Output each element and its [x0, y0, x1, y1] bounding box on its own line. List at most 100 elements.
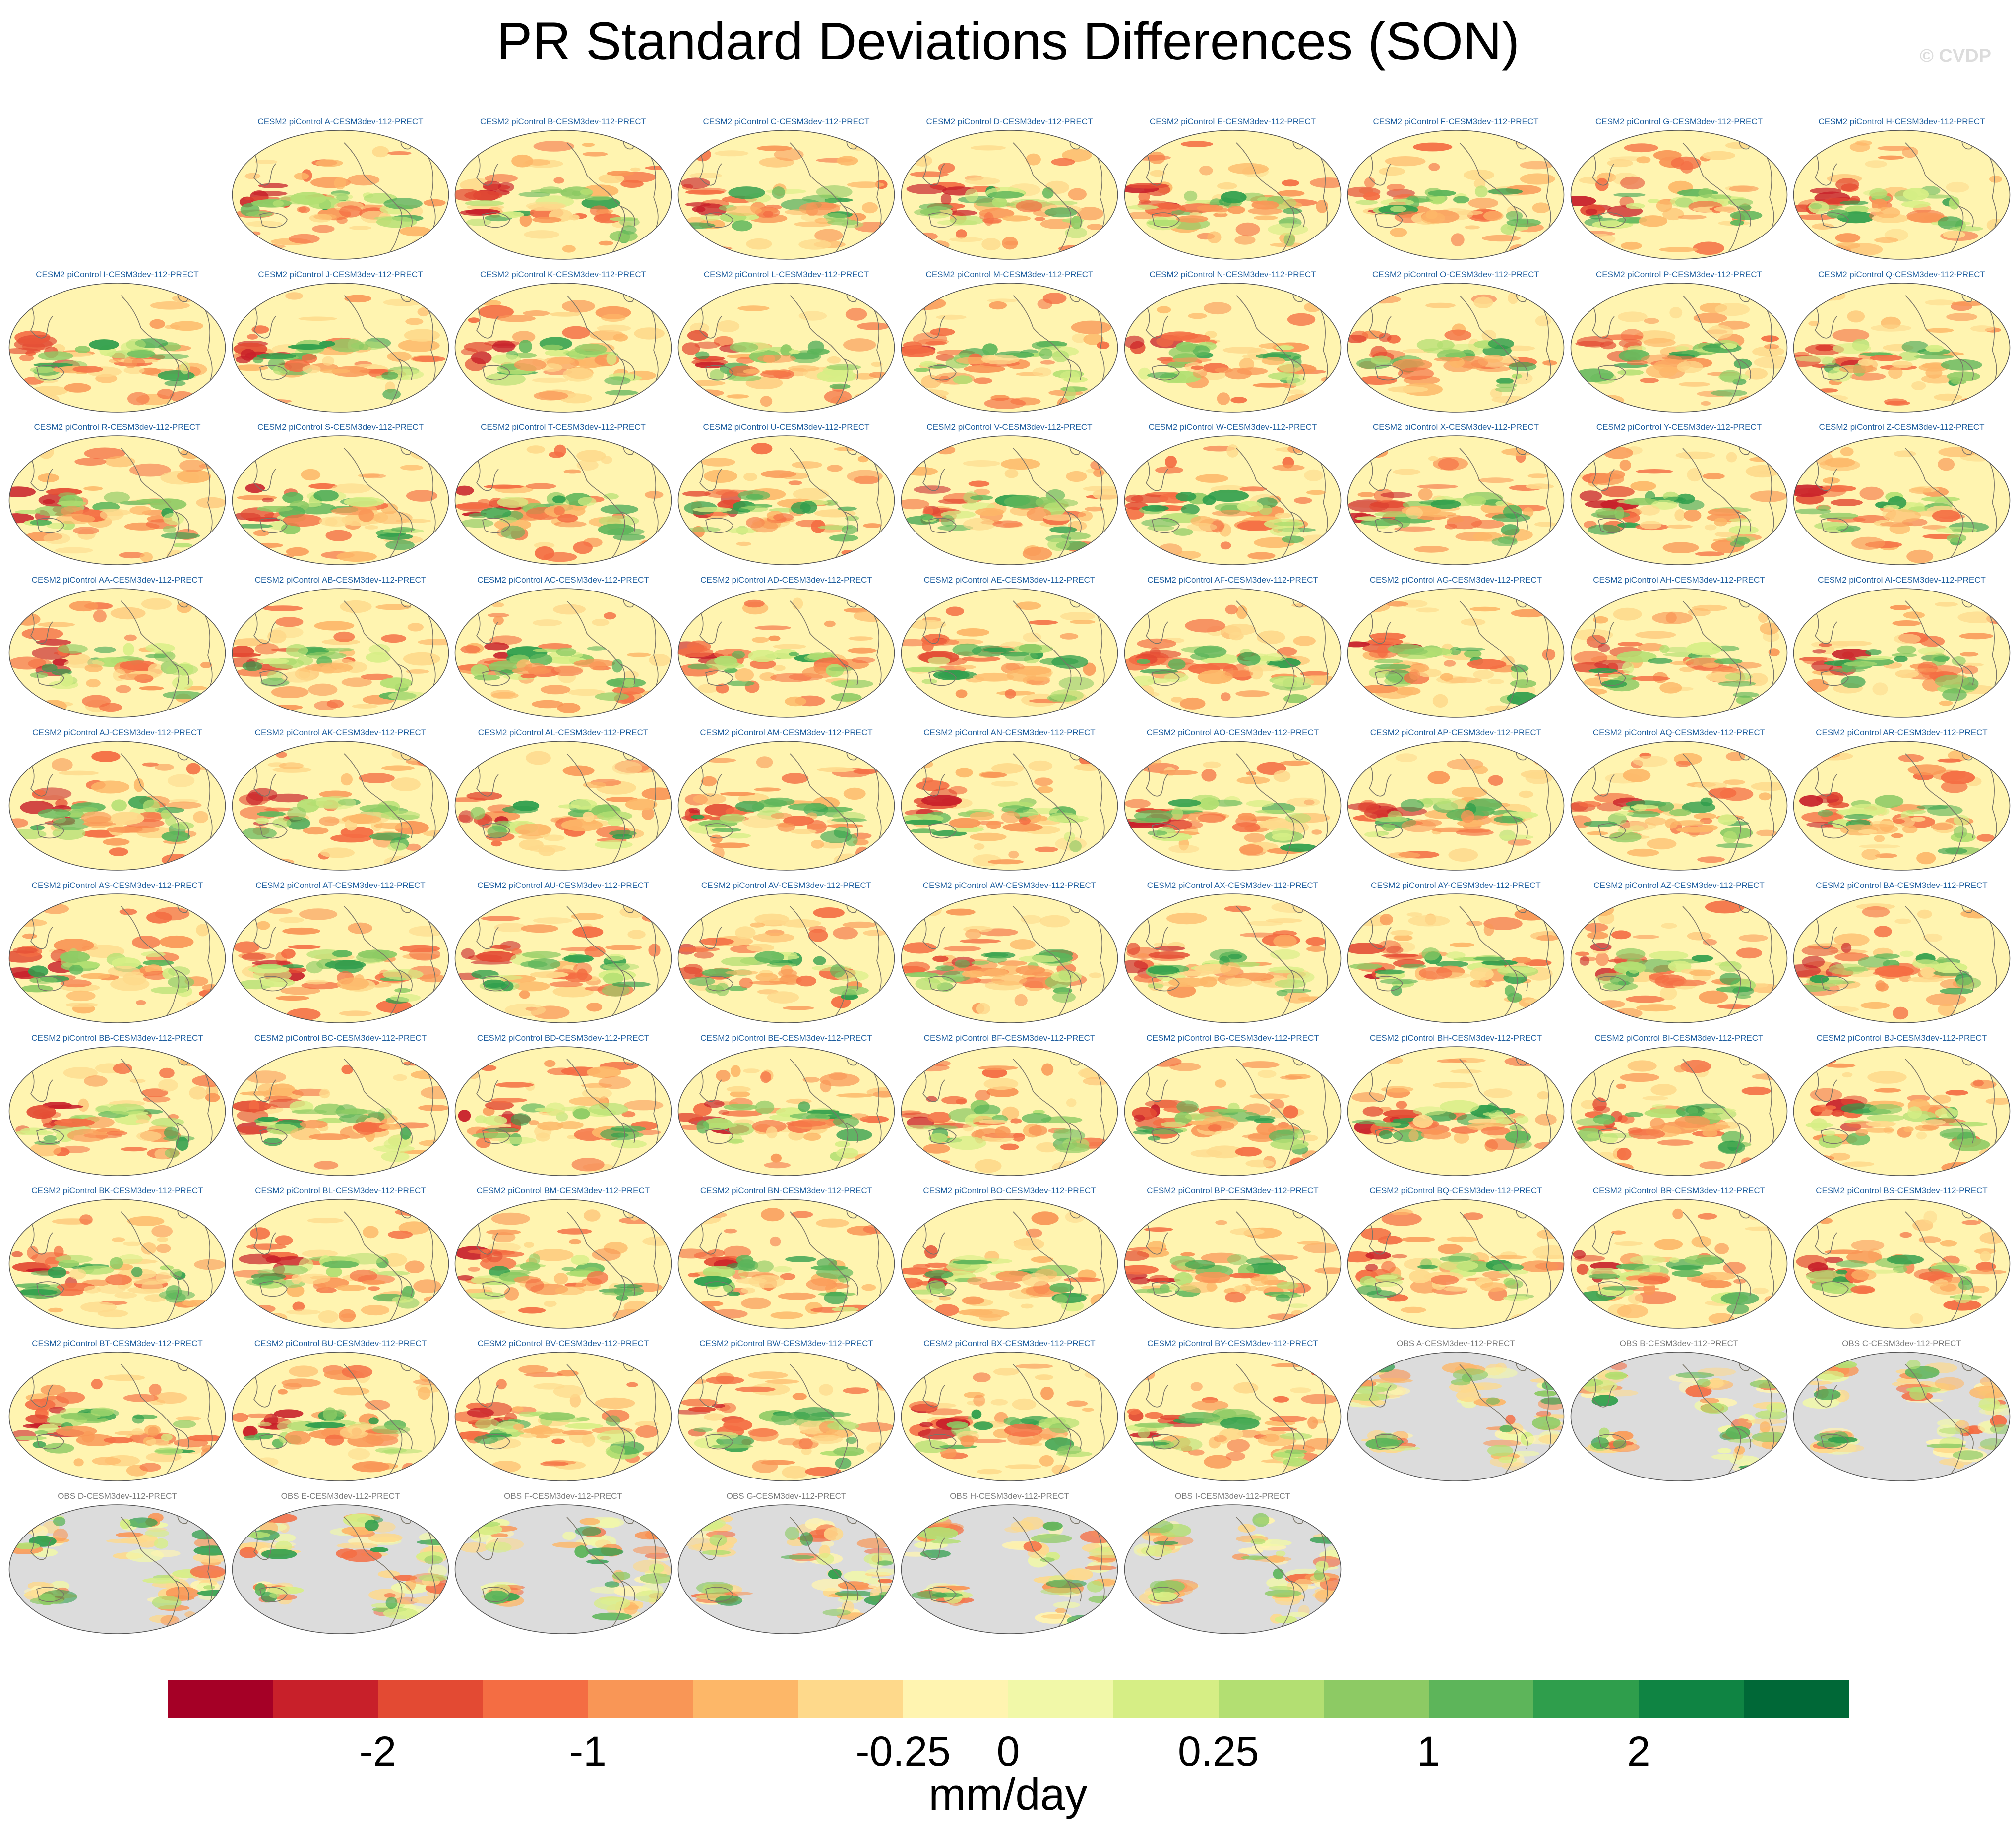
- colorbar-bin: [693, 1680, 798, 1718]
- robinson-map: [232, 283, 449, 413]
- panel-title: OBS A-CESM3dev-112-PRECT: [1397, 1339, 1515, 1348]
- map-panel: CESM2 piControl AG-CESM3dev-112-PRECT: [1345, 575, 1566, 729]
- robinson-map: [1570, 1199, 1788, 1329]
- colorbar-bin: [1744, 1680, 1849, 1718]
- robinson-map: [901, 435, 1118, 565]
- panel-title: CESM2 piControl AA-CESM3dev-112-PRECT: [31, 575, 203, 585]
- panel-title: CESM2 piControl BP-CESM3dev-112-PRECT: [1147, 1186, 1319, 1195]
- map-panel: CESM2 piControl BK-CESM3dev-112-PRECT: [7, 1186, 228, 1340]
- map-panel: CESM2 piControl BB-CESM3dev-112-PRECT: [7, 1033, 228, 1187]
- robinson-map: [901, 588, 1118, 718]
- panel-title: CESM2 piControl E-CESM3dev-112-PRECT: [1149, 117, 1316, 126]
- robinson-map: [1570, 893, 1788, 1023]
- map-panel: CESM2 piControl W-CESM3dev-112-PRECT: [1122, 422, 1343, 576]
- robinson-map: [1347, 1352, 1565, 1481]
- robinson-map: [1347, 588, 1565, 718]
- map-panel: CESM2 piControl X-CESM3dev-112-PRECT: [1345, 422, 1566, 576]
- map-panel: CESM2 piControl AZ-CESM3dev-112-PRECT: [1569, 881, 1789, 1034]
- panel-title: OBS G-CESM3dev-112-PRECT: [726, 1491, 847, 1501]
- robinson-map: [1793, 1352, 2011, 1481]
- map-panel: CESM2 piControl AE-CESM3dev-112-PRECT: [899, 575, 1120, 729]
- panel-title: CESM2 piControl U-CESM3dev-112-PRECT: [703, 422, 870, 432]
- map-panel: CESM2 piControl J-CESM3dev-112-PRECT: [230, 270, 451, 423]
- map-panel: CESM2 piControl Y-CESM3dev-112-PRECT: [1569, 422, 1789, 576]
- robinson-map: [677, 588, 895, 718]
- panel-title: CESM2 piControl BQ-CESM3dev-112-PRECT: [1369, 1186, 1542, 1195]
- robinson-map: [454, 1504, 672, 1634]
- map-panel: CESM2 piControl BJ-CESM3dev-112-PRECT: [1791, 1033, 2012, 1187]
- panel-title: CESM2 piControl AT-CESM3dev-112-PRECT: [255, 881, 426, 890]
- robinson-map: [1570, 1046, 1788, 1176]
- robinson-map: [1124, 435, 1342, 565]
- panel-title: CESM2 piControl AG-CESM3dev-112-PRECT: [1369, 575, 1542, 585]
- robinson-map: [8, 1199, 226, 1329]
- panel-title: OBS I-CESM3dev-112-PRECT: [1174, 1491, 1291, 1501]
- colorbar-bin: [168, 1680, 273, 1718]
- robinson-map: [677, 1504, 895, 1634]
- panel-title: CESM2 piControl AY-CESM3dev-112-PRECT: [1371, 881, 1541, 890]
- map-panel: CESM2 piControl BQ-CESM3dev-112-PRECT: [1345, 1186, 1566, 1340]
- robinson-map: [232, 1504, 449, 1634]
- map-panel: CESM2 piControl BE-CESM3dev-112-PRECT: [676, 1033, 897, 1187]
- panel-title: CESM2 piControl AW-CESM3dev-112-PRECT: [922, 881, 1097, 890]
- panel-title: CESM2 piControl BG-CESM3dev-112-PRECT: [1146, 1033, 1319, 1043]
- robinson-map: [901, 1352, 1118, 1481]
- map-panel: CESM2 piControl R-CESM3dev-112-PRECT: [7, 422, 228, 576]
- map-panel: OBS F-CESM3dev-112-PRECT: [453, 1491, 673, 1645]
- robinson-map: [8, 1046, 226, 1176]
- map-panel: CESM2 piControl Q-CESM3dev-112-PRECT: [1791, 270, 2012, 423]
- robinson-map: [1347, 741, 1565, 871]
- map-panel: CESM2 piControl L-CESM3dev-112-PRECT: [676, 270, 897, 423]
- panel-title: CESM2 piControl AS-CESM3dev-112-PRECT: [31, 881, 203, 890]
- panel-title: CESM2 piControl BK-CESM3dev-112-PRECT: [31, 1186, 203, 1195]
- robinson-map: [677, 741, 895, 871]
- panel-title: CESM2 piControl BV-CESM3dev-112-PRECT: [477, 1339, 649, 1348]
- map-panel: CESM2 piControl AC-CESM3dev-112-PRECT: [453, 575, 673, 729]
- panel-title: CESM2 piControl AN-CESM3dev-112-PRECT: [923, 728, 1096, 737]
- map-panel: CESM2 piControl AA-CESM3dev-112-PRECT: [7, 575, 228, 729]
- panel-title: CESM2 piControl AL-CESM3dev-112-PRECT: [478, 728, 649, 737]
- map-panel: CESM2 piControl K-CESM3dev-112-PRECT: [453, 270, 673, 423]
- map-panel: CESM2 piControl BC-CESM3dev-112-PRECT: [230, 1033, 451, 1187]
- map-panel: CESM2 piControl BP-CESM3dev-112-PRECT: [1122, 1186, 1343, 1340]
- robinson-map: [1124, 588, 1342, 718]
- panel-title: CESM2 piControl X-CESM3dev-112-PRECT: [1372, 422, 1539, 432]
- colorbar-bin: [1323, 1680, 1429, 1718]
- figure-title: PR Standard Deviations Differences (SON): [496, 11, 1520, 71]
- robinson-map: [1793, 741, 2011, 871]
- panel-title: CESM2 piControl AC-CESM3dev-112-PRECT: [477, 575, 649, 585]
- colorbar-tick-label: 1: [1417, 1728, 1440, 1774]
- panel-title: CESM2 piControl AQ-CESM3dev-112-PRECT: [1592, 728, 1766, 737]
- panel-title: CESM2 piControl Z-CESM3dev-112-PRECT: [1819, 422, 1985, 432]
- map-panel: CESM2 piControl AT-CESM3dev-112-PRECT: [230, 881, 451, 1034]
- map-panel: CESM2 piControl AQ-CESM3dev-112-PRECT: [1569, 728, 1789, 882]
- colorbar-bin: [588, 1680, 693, 1718]
- robinson-map: [1793, 588, 2011, 718]
- panel-title: CESM2 piControl M-CESM3dev-112-PRECT: [925, 270, 1094, 279]
- map-panel: CESM2 piControl BA-CESM3dev-112-PRECT: [1791, 881, 2012, 1034]
- robinson-map: [1570, 741, 1788, 871]
- map-panel: CESM2 piControl AH-CESM3dev-112-PRECT: [1569, 575, 1789, 729]
- map-panel: CESM2 piControl AX-CESM3dev-112-PRECT: [1122, 881, 1343, 1034]
- robinson-map: [454, 283, 672, 413]
- colorbar: [168, 1680, 1849, 1718]
- robinson-map: [232, 588, 449, 718]
- robinson-map: [901, 1046, 1118, 1176]
- robinson-map: [8, 588, 226, 718]
- panel-title: CESM2 piControl AU-CESM3dev-112-PRECT: [477, 881, 649, 890]
- panel-title: OBS E-CESM3dev-112-PRECT: [281, 1491, 400, 1501]
- map-panel: CESM2 piControl BX-CESM3dev-112-PRECT: [899, 1339, 1120, 1492]
- panel-title: CESM2 piControl T-CESM3dev-112-PRECT: [481, 422, 646, 432]
- robinson-map: [1793, 1046, 2011, 1176]
- robinson-map: [8, 893, 226, 1023]
- map-panel: CESM2 piControl AB-CESM3dev-112-PRECT: [230, 575, 451, 729]
- robinson-map: [1124, 741, 1342, 871]
- panel-title: CESM2 piControl B-CESM3dev-112-PRECT: [480, 117, 647, 126]
- robinson-map: [8, 283, 226, 413]
- robinson-map: [232, 1199, 449, 1329]
- robinson-map: [677, 1199, 895, 1329]
- robinson-map: [1124, 1504, 1342, 1634]
- map-panel: CESM2 piControl BW-CESM3dev-112-PRECT: [676, 1339, 897, 1492]
- robinson-map: [454, 130, 672, 260]
- map-panel: CESM2 piControl AF-CESM3dev-112-PRECT: [1122, 575, 1343, 729]
